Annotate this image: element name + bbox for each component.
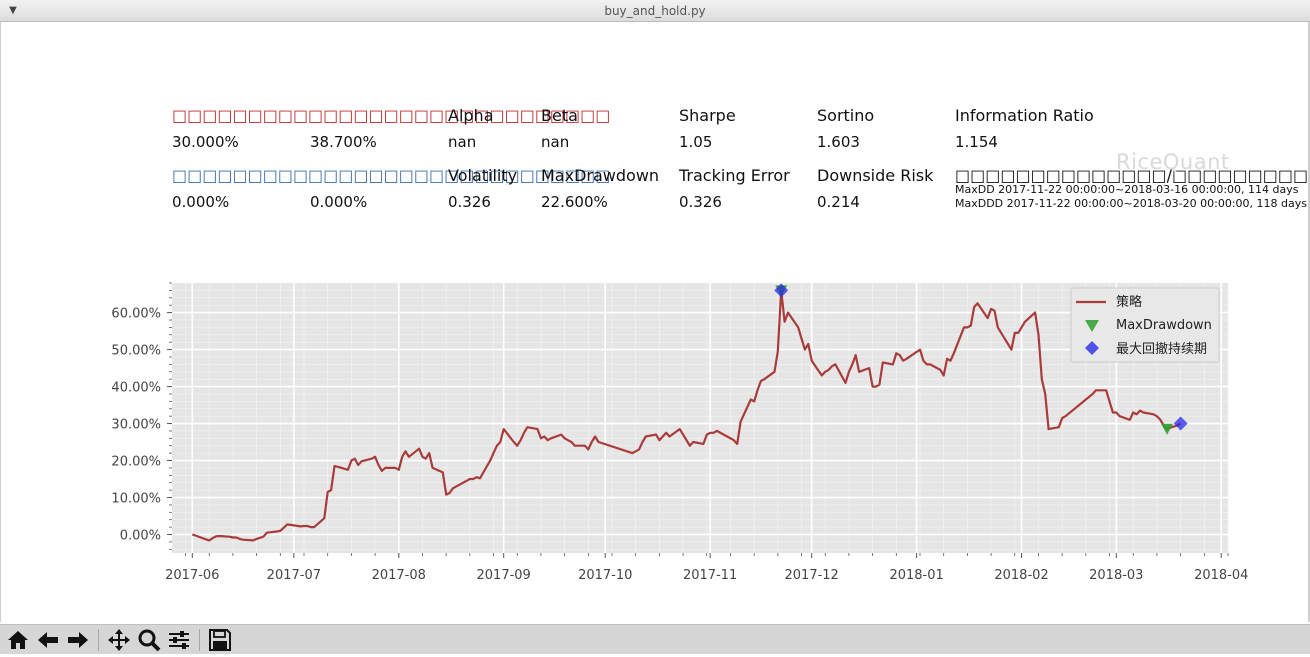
alpha-value: nan xyxy=(448,133,477,151)
drawdown-markers xyxy=(774,283,1188,435)
magnifier-icon xyxy=(138,629,161,652)
sharpe-label: Sharpe xyxy=(679,106,736,125)
max-drawdown-label: MaxDrawdown xyxy=(541,166,660,185)
legend-box xyxy=(1070,287,1220,363)
window-title: buy_and_hold.py xyxy=(604,4,706,18)
benchmark-label: □□□□□□□□□□□□□□□□□□□□□□□□□□□□□ xyxy=(172,166,611,185)
home-button[interactable] xyxy=(5,627,31,653)
benchmark-annual-returns-value: 0.000% xyxy=(310,193,368,211)
window-frame-left xyxy=(0,22,1,622)
x-tick-label: 2018-01 xyxy=(889,568,943,583)
x-tick-label: 2017-10 xyxy=(578,568,632,583)
benchmark-total-returns-value: 0.000% xyxy=(172,193,230,211)
y-tick-label: 10.00% xyxy=(111,492,161,507)
back-button[interactable] xyxy=(35,627,61,653)
sortino-value: 1.603 xyxy=(817,133,860,151)
maxdrawdown-marker xyxy=(1161,423,1174,435)
information-ratio-label: Information Ratio xyxy=(955,106,1094,125)
drawdown-duration-marker xyxy=(774,283,789,298)
downside-risk-value: 0.214 xyxy=(817,193,860,211)
configure-subplots-button[interactable] xyxy=(166,627,192,653)
window-titlebar: ▼ buy_and_hold.py xyxy=(0,0,1310,22)
home-icon xyxy=(8,631,28,649)
pan-button[interactable] xyxy=(106,627,132,653)
floppy-disk-icon xyxy=(209,629,231,651)
sliders-icon xyxy=(169,631,189,649)
legend-maxddd-diamond-icon xyxy=(1085,341,1099,355)
window-frame-right xyxy=(1308,22,1310,622)
y-tick-label: 40.00% xyxy=(111,381,161,396)
returns-chart: 0.00% 10.00% 20.00% 30.00% 40.00% 50.00% 60.00… xyxy=(111,282,1248,583)
sortino-label: Sortino xyxy=(817,106,875,125)
legend-maxddd-label: 最大回撤持续期 xyxy=(1116,341,1207,357)
alpha-label: Alpha xyxy=(448,106,494,125)
move-icon xyxy=(108,629,130,651)
legend-strategy-label: 策略 xyxy=(1116,294,1142,310)
zoom-button[interactable] xyxy=(136,627,162,653)
total-returns-value: 30.000% xyxy=(172,133,239,151)
window-menu-chevron-icon[interactable]: ▼ xyxy=(9,5,17,16)
navigation-toolbar xyxy=(0,624,1310,654)
x-tick-label: 2017-08 xyxy=(372,568,426,583)
toolbar-separator xyxy=(98,629,99,651)
y-tick-label: 0.00% xyxy=(120,529,161,544)
x-tick-label: 2017-12 xyxy=(785,568,839,583)
major-grid xyxy=(172,283,1228,553)
annual-returns-value: 38.700% xyxy=(310,133,377,151)
x-tick-label: 2017-06 xyxy=(165,568,219,583)
beta-label: Beta xyxy=(541,106,578,125)
legend-maxdd-label: MaxDrawdown xyxy=(1116,318,1212,333)
x-tick-label: 2018-03 xyxy=(1089,568,1143,583)
downside-risk-label: Downside Risk xyxy=(817,166,934,185)
arrow-right-icon xyxy=(68,632,88,648)
x-axis-labels: 2017-06 2017-07 2017-08 2017-09 2017-10 2017-… xyxy=(165,568,1248,583)
sharpe-value: 1.05 xyxy=(679,133,713,151)
save-button[interactable] xyxy=(207,627,233,653)
beta-value: nan xyxy=(541,133,570,151)
y-tick-label: 30.00% xyxy=(111,418,161,433)
y-tick-label: 20.00% xyxy=(111,455,161,470)
drawdown-duration-marker xyxy=(1173,416,1188,431)
tracking-error-label: Tracking Error xyxy=(679,166,790,185)
y-axis-labels: 0.00% 10.00% 20.00% 30.00% 40.00% 50.00% 60.00… xyxy=(111,307,161,544)
volatility-value: 0.326 xyxy=(448,193,491,211)
y-tick-label: 60.00% xyxy=(111,307,161,322)
legend-maxdd-triangle-icon xyxy=(1085,320,1099,332)
x-tick-label: 2017-07 xyxy=(267,568,321,583)
max-drawdown-value: 22.600% xyxy=(541,193,608,211)
x-tick-label: 2018-04 xyxy=(1194,568,1248,583)
information-ratio-value: 1.154 xyxy=(955,133,998,151)
plot-area xyxy=(172,283,1228,553)
toolbar-separator xyxy=(199,629,200,651)
maxddd-period-text: MaxDDD 2017-11-22 00:00:00~2018-03-20 00… xyxy=(955,197,1307,210)
forward-button[interactable] xyxy=(65,627,91,653)
axis-ticks xyxy=(167,282,1229,558)
strategy-line xyxy=(191,289,1182,542)
maxdd-period-text: MaxDD 2017-11-22 00:00:00~2018-03-16 00:… xyxy=(955,183,1299,196)
tracking-error-value: 0.326 xyxy=(679,193,722,211)
ricequant-watermark: RiceQuant xyxy=(1116,150,1230,174)
legend: 策略 MaxDrawdown 最大回撤持续期 xyxy=(1070,287,1220,363)
x-tick-label: 2017-11 xyxy=(683,568,737,583)
arrow-left-icon xyxy=(38,632,58,648)
drawdown-period-label: □□□□□□□□□□□□□□/□□□□□□□□□□□□□□□□□□□□ xyxy=(955,166,1307,185)
volatility-label: Volatility xyxy=(448,166,518,185)
x-tick-label: 2018-02 xyxy=(994,568,1048,583)
y-tick-label: 50.00% xyxy=(111,344,161,359)
x-tick-label: 2017-09 xyxy=(477,568,531,583)
returns-label: □□□□□□□□□□□□□□□□□□□□□□□□□□□□□ xyxy=(172,106,611,125)
